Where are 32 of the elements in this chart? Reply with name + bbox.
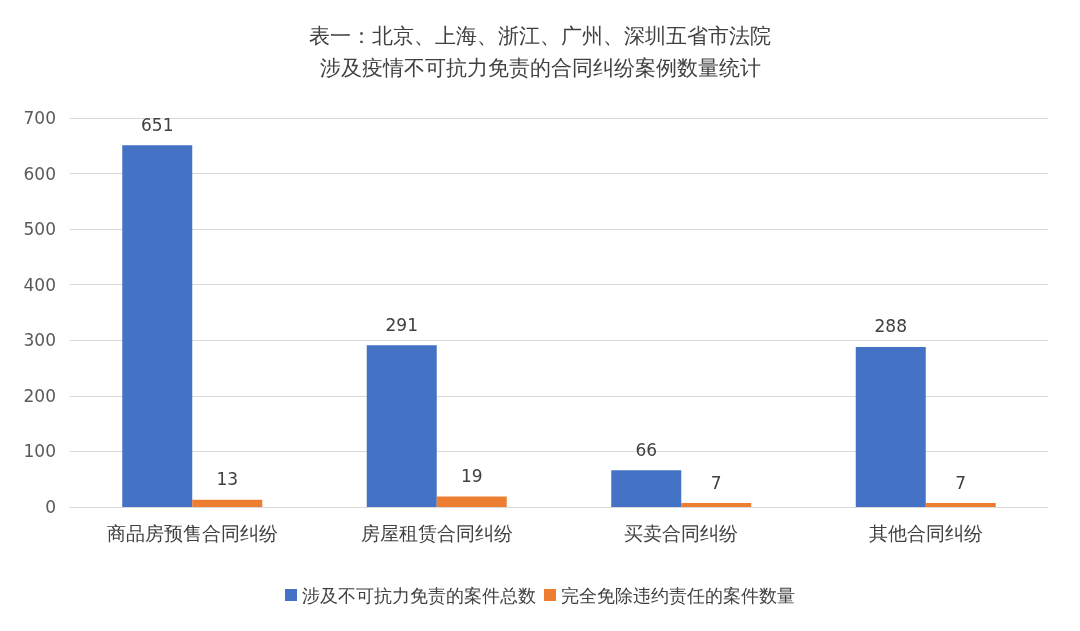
x-tick-label: 房屋租赁合同纠纷 bbox=[360, 521, 513, 544]
legend-label: 完全免除违约责任的案件数量 bbox=[561, 584, 795, 606]
y-tick-label: 200 bbox=[23, 385, 56, 406]
data-label: 19 bbox=[460, 465, 483, 486]
x-tick-label: 其他合同纠纷 bbox=[868, 521, 983, 544]
bar bbox=[855, 346, 926, 507]
data-label: 7 bbox=[710, 472, 722, 493]
legend-label: 涉及不可抗力免责的案件总数 bbox=[302, 584, 536, 606]
data-label: 13 bbox=[216, 469, 239, 490]
x-tick-label: 买卖合同纠纷 bbox=[624, 521, 739, 544]
data-label: 291 bbox=[385, 314, 418, 335]
y-tick-label: 0 bbox=[45, 497, 56, 517]
x-tick-label: 商品房预售合同纠纷 bbox=[106, 521, 278, 544]
bar bbox=[681, 503, 752, 507]
bar bbox=[611, 470, 682, 507]
bar bbox=[366, 345, 437, 507]
chart-subtitle: 涉及疫情不可抗力免责的合同纠纷案例数量统计 bbox=[319, 56, 761, 80]
y-tick-label: 500 bbox=[23, 219, 56, 240]
bar bbox=[925, 503, 996, 507]
data-label: 7 bbox=[955, 472, 967, 493]
chart-title: 表一：北京、上海、浙江、广州、深圳五省市法院 bbox=[309, 24, 771, 48]
bar bbox=[192, 499, 263, 507]
y-tick-label: 400 bbox=[23, 274, 56, 295]
bar bbox=[122, 145, 193, 507]
y-tick-label: 700 bbox=[23, 108, 56, 128]
bar bbox=[436, 496, 507, 507]
data-label: 651 bbox=[141, 114, 174, 135]
data-label: 66 bbox=[635, 439, 658, 460]
y-tick-label: 100 bbox=[23, 441, 56, 462]
data-label: 288 bbox=[874, 316, 907, 337]
y-tick-label: 600 bbox=[23, 163, 56, 184]
y-tick-label: 300 bbox=[23, 330, 56, 351]
